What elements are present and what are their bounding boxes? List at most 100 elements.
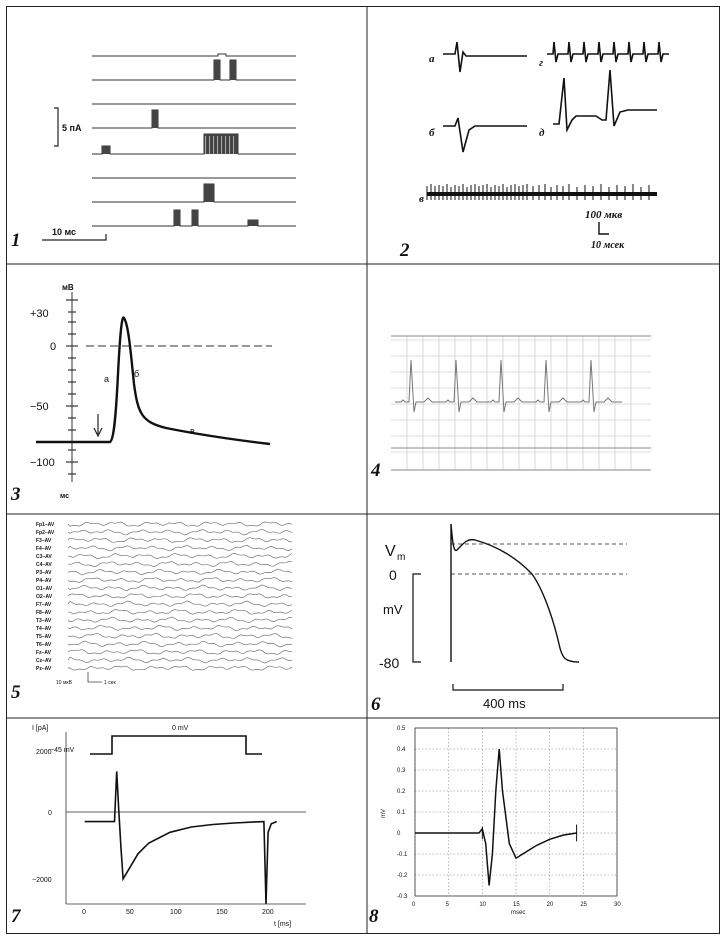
- panel-number: 4: [371, 460, 381, 481]
- channel-label: C3–AV: [36, 554, 52, 560]
- ylabel-m-subscript: m: [397, 552, 405, 563]
- panel-number: 1: [11, 230, 21, 251]
- channel-label: F3–AV: [36, 538, 52, 544]
- ytick: 0.2: [397, 789, 406, 795]
- xtick: 150: [216, 909, 228, 916]
- channel-label: Cz–AV: [36, 658, 52, 664]
- panel-5: Fp1–AV Fp2–AV F3–AV F4–AV C3–AV C4–AV P3…: [6, 514, 367, 718]
- ytick: 0: [48, 810, 52, 817]
- eeg-channel-trace: [67, 609, 293, 615]
- eeg-channel-trace: [67, 568, 293, 576]
- trace-label-b: б: [429, 127, 435, 139]
- x-axis-label: t [ms]: [274, 921, 291, 928]
- channel-label: Fz–AV: [36, 650, 52, 656]
- phase-label-a: а: [104, 374, 109, 384]
- ytick: 2000: [36, 749, 52, 756]
- potential-trace: [415, 748, 577, 886]
- eeg-channel-trace: [67, 528, 293, 536]
- phase-label-b: б: [134, 369, 139, 379]
- eeg-channel-trace: [67, 577, 293, 583]
- ytick: -0.1: [397, 852, 408, 858]
- step-potential-label: 0 mV: [172, 725, 189, 732]
- eeg-channel-trace: [67, 537, 293, 543]
- panel-7: I [pA] −45 mV 0 mV 2000 0 −2000 0 50 100…: [6, 718, 367, 934]
- channel-label: Pz–AV: [36, 666, 52, 672]
- plot-frame: [414, 727, 618, 897]
- eeg-channel-trace: [67, 553, 293, 560]
- panel-1-traces: 5 пА 10 мс: [42, 53, 296, 241]
- tick-0: 0: [50, 341, 56, 353]
- panel-8-chart: 0.5 0.4 0.3 0.2 0.1 0 -0.1 -0.2 -0.3 0 5 10 15 20 25 3…: [381, 726, 621, 916]
- panel-6: V m 0 mV -80 400 ms 6: [367, 514, 720, 718]
- channel-label: O1–AV: [36, 586, 53, 592]
- panel-number: 7: [11, 906, 21, 927]
- ventricular-ap-trace: [450, 523, 580, 663]
- panel-3-plot: мВ +30 0 −50 −100 мс а б в: [30, 283, 272, 500]
- figure-grid: [6, 6, 720, 934]
- ytick: 0: [397, 831, 401, 837]
- eeg-channel-trace: [67, 624, 293, 631]
- y-axis-bracket: [412, 573, 421, 663]
- eeg-channel-trace: [67, 593, 293, 599]
- xtick: 200: [262, 909, 274, 916]
- ylabel-v: V: [385, 543, 396, 560]
- ytick: 0.3: [397, 768, 406, 774]
- eeg-scale-bar: [87, 672, 102, 683]
- unit-ms: мс: [60, 493, 69, 500]
- eeg-channel-trace: [67, 656, 293, 664]
- y-axis-label: mV: [381, 809, 387, 818]
- channel-label: T4–AV: [36, 626, 52, 632]
- trace-label-d: д: [539, 127, 545, 139]
- current-scale-label: 5 пА: [62, 123, 82, 133]
- panel-8: 0.5 0.4 0.3 0.2 0.1 0 -0.1 -0.2 -0.3 0 5 10 15 20 25 3…: [367, 718, 720, 934]
- scale-bar: [598, 222, 609, 235]
- tick-plus30: +30: [30, 308, 49, 320]
- eeg-channel-trace: [67, 561, 293, 568]
- voltage-scale-label: 100 мкв: [585, 209, 622, 221]
- stimulus-arrow-icon: [93, 414, 103, 438]
- grid: [414, 727, 618, 897]
- xtick: 30: [614, 902, 621, 908]
- xtick: 20: [547, 902, 554, 908]
- eeg-channel-trace: [67, 521, 293, 527]
- tick-minus50: −50: [30, 401, 49, 413]
- xtick: 5: [446, 902, 450, 908]
- holding-potential-label: −45 mV: [50, 747, 75, 754]
- eeg-channel-trace: [67, 640, 293, 648]
- panel-2-traces: а г б д в 100 мкв 10 мсек: [419, 41, 669, 251]
- ytick: -0.2: [397, 873, 408, 879]
- time-scale-label: 400 ms: [483, 696, 526, 711]
- ytick: 0.4: [397, 747, 406, 753]
- panel-1: 5 пА 10 мс 1: [6, 6, 367, 264]
- channel-label: Fp2–AV: [36, 530, 55, 536]
- time-scale-bar: [42, 234, 107, 241]
- panel-number: 3: [11, 484, 21, 505]
- channel-label: F8–AV: [36, 610, 52, 616]
- voltage-protocol: [90, 735, 262, 755]
- channel-label: C4–AV: [36, 562, 52, 568]
- grid-lines: [6, 6, 720, 934]
- panel-number: 2: [400, 240, 410, 261]
- xtick: 25: [580, 902, 587, 908]
- channel-label: P4–AV: [36, 578, 52, 584]
- panel-4: 4: [367, 264, 720, 514]
- eeg-channel-trace: [67, 665, 293, 671]
- panel-3: мВ +30 0 −50 −100 мс а б в 3: [6, 264, 367, 514]
- ytick: 0.5: [397, 726, 406, 732]
- action-potential-trace: [36, 316, 271, 446]
- channel-label: F7–AV: [36, 602, 52, 608]
- channel-label: T5–AV: [36, 634, 52, 640]
- channel-label: T3–AV: [36, 618, 52, 624]
- ytick: 0.1: [397, 810, 406, 816]
- trace-label-g: г: [539, 57, 543, 69]
- time-scale-label: 10 мсек: [591, 240, 625, 251]
- trace-label-a: а: [429, 53, 435, 65]
- tick-minus100: −100: [30, 457, 55, 469]
- panel-4-ecg: [391, 335, 651, 471]
- ecg-trace: [395, 359, 622, 413]
- burst-trace: [426, 184, 657, 200]
- ylabel-mv: mV: [383, 602, 403, 617]
- xtick: 10: [479, 902, 486, 908]
- x-axis-label: msec: [511, 910, 525, 916]
- eeg-channel-trace: [67, 544, 293, 552]
